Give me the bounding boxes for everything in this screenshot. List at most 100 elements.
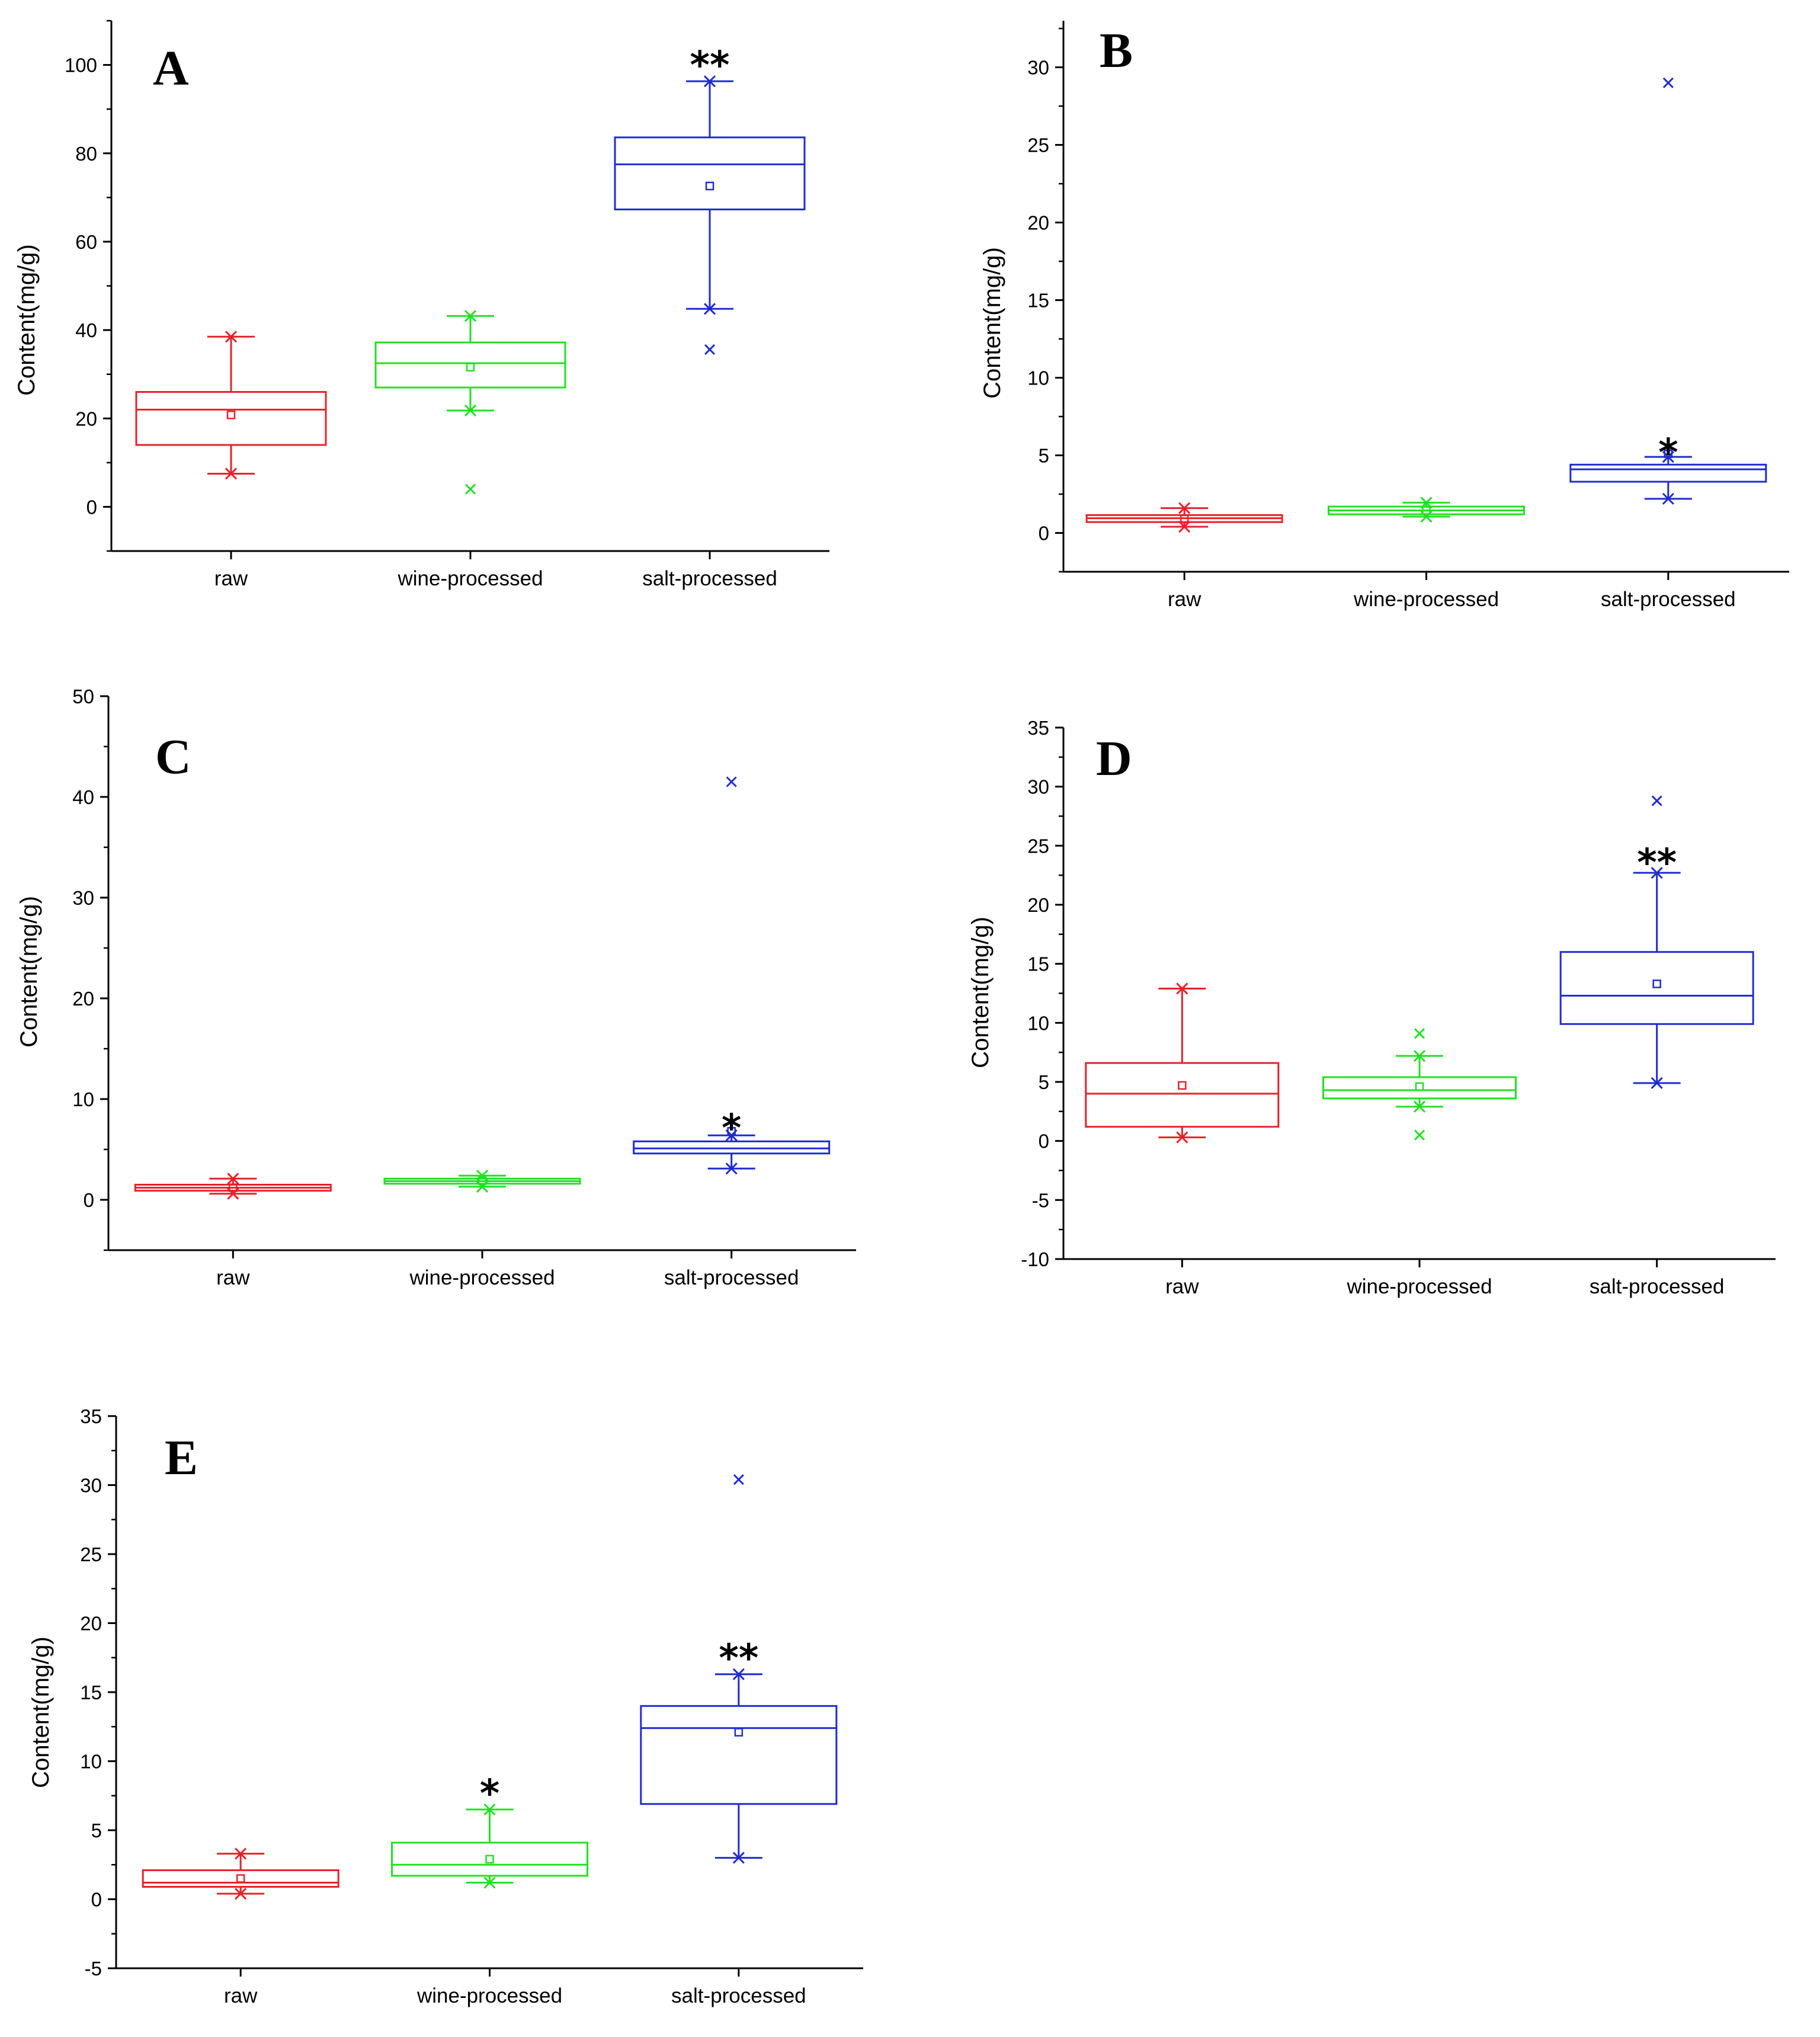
box-raw: [1085, 982, 1280, 1144]
mean-marker: [1422, 506, 1431, 515]
y-tick-label: 25: [1027, 134, 1049, 156]
significance-mark: **: [719, 1637, 758, 1681]
whisker-end-marker: [1176, 1131, 1188, 1144]
box-wine-processed: *: [391, 1772, 588, 1889]
y-tick-label: 20: [1027, 894, 1049, 916]
x-category-label: salt-processed: [1590, 1275, 1725, 1298]
x-category-label: raw: [224, 1984, 258, 2007]
y-tick-label: 5: [1039, 445, 1049, 467]
x-category-label: wine-processed: [409, 1266, 555, 1289]
x-category-label: wine-processed: [1346, 1275, 1492, 1298]
x-category-label: salt-processed: [1601, 588, 1736, 611]
whisker-end-marker: [1651, 1077, 1663, 1090]
y-tick-label: 30: [72, 887, 94, 909]
box-raw: [135, 331, 327, 480]
iqr-box: [1322, 1076, 1517, 1100]
box-wine-processed: [1328, 497, 1525, 523]
y-tick-label: 40: [72, 786, 94, 808]
x-category-label: wine-processed: [397, 567, 543, 590]
y-tick-label: 80: [75, 143, 97, 165]
mean-marker: [705, 181, 714, 191]
whisker-end-marker: [483, 1876, 496, 1889]
x-category-label: raw: [1165, 1275, 1199, 1298]
mean-marker: [734, 1728, 744, 1737]
y-axis-title: Content(mg/g): [28, 1636, 54, 1788]
box-raw: [1085, 502, 1283, 533]
whisker-end-marker: [1413, 1100, 1426, 1113]
iqr-box: [1569, 463, 1767, 483]
y-tick-label: 0: [86, 496, 97, 518]
y-tick-label: 30: [1027, 57, 1049, 79]
iqr-box: [374, 341, 566, 389]
mean-marker: [466, 363, 475, 371]
box-salt-processed: *: [1569, 77, 1767, 505]
significance-mark: **: [690, 44, 730, 88]
outlier-marker: [1414, 1129, 1425, 1141]
x-category-label: salt-processed: [664, 1266, 799, 1289]
iqr-box: [1085, 1062, 1280, 1128]
y-tick-label: 35: [80, 1405, 102, 1427]
y-tick-label: 0: [1039, 523, 1049, 545]
x-category-label: raw: [1168, 588, 1201, 611]
y-tick-label: 20: [1027, 212, 1049, 234]
mean-marker: [1180, 514, 1189, 524]
y-axis-title: Content(mg/g): [979, 247, 1005, 399]
y-tick-label: 100: [65, 55, 97, 76]
whisker-end-marker: [227, 1173, 239, 1185]
mean-marker: [478, 1176, 487, 1185]
mean-marker: [1178, 1081, 1187, 1090]
iqr-box: [142, 1869, 339, 1888]
panel-b: 0 5 10 15 20 25 30 raw wine-processed salt-proces…: [979, 21, 1789, 611]
whisker-end-marker: [703, 303, 716, 315]
whisker-end-marker: [464, 310, 477, 322]
whisker-end-marker: [1413, 1050, 1426, 1062]
whisker-end-marker: [483, 1803, 496, 1816]
iqr-box: [1559, 951, 1754, 1025]
iqr-box: [633, 1140, 831, 1155]
y-tick-label: 15: [1027, 290, 1049, 312]
outlier-marker: [1651, 795, 1662, 806]
y-tick-label: 0: [84, 1189, 94, 1211]
y-axis-title: Content(mg/g): [967, 917, 994, 1068]
outlier-marker: [726, 776, 737, 787]
y-tick-label: 10: [72, 1088, 94, 1110]
box-wine-processed: [374, 310, 566, 495]
box-salt-processed: *: [633, 776, 831, 1175]
outlier-marker: [1662, 77, 1674, 88]
y-tick-label: 30: [80, 1475, 102, 1497]
mean-marker: [1415, 1082, 1424, 1091]
x-category-label: wine-processed: [416, 1984, 562, 2007]
x-category-label: salt-processed: [642, 567, 777, 590]
box-raw: [134, 1173, 332, 1200]
mean-marker: [229, 1183, 238, 1192]
mean-marker: [1652, 979, 1661, 988]
whisker-end-marker: [225, 467, 238, 480]
panel-letter: D: [1096, 731, 1132, 786]
outlier-marker: [464, 483, 476, 495]
whisker-end-marker: [703, 75, 716, 88]
y-tick-label: 20: [72, 988, 94, 1010]
y-tick-label: 5: [91, 1820, 102, 1841]
panel-c: 0 10 20 30 40 50 raw wine-processed salt-process…: [16, 686, 856, 1289]
y-tick-label: 10: [1027, 367, 1049, 389]
x-category-label: salt-processed: [671, 1984, 806, 2007]
x-category-label: wine-processed: [1353, 588, 1499, 611]
whisker-end-marker: [1662, 492, 1674, 505]
outlier-marker: [733, 1474, 744, 1485]
significance-mark: *: [722, 1107, 741, 1151]
whisker-end-marker: [235, 1888, 247, 1900]
iqr-box: [391, 1841, 588, 1877]
panel-a: 0 20 40 60 80 100 raw wine-processed salt-proces…: [14, 20, 829, 590]
y-tick-label: 60: [75, 231, 97, 253]
whisker-end-marker: [1178, 502, 1191, 514]
significance-mark: *: [480, 1772, 499, 1816]
y-tick-label: 0: [91, 1889, 102, 1911]
whisker-end-marker: [732, 1668, 745, 1680]
outlier-marker: [1414, 1028, 1425, 1039]
panel-d: -10 -5 0 5 10 15 20 25 30 35 raw wine-processed salt…: [967, 717, 1776, 1298]
mean-marker: [226, 411, 236, 419]
iqr-box: [135, 391, 327, 446]
y-axis-title: Content(mg/g): [14, 244, 40, 396]
whisker-end-marker: [732, 1852, 745, 1864]
box-salt-processed: **: [614, 44, 806, 355]
